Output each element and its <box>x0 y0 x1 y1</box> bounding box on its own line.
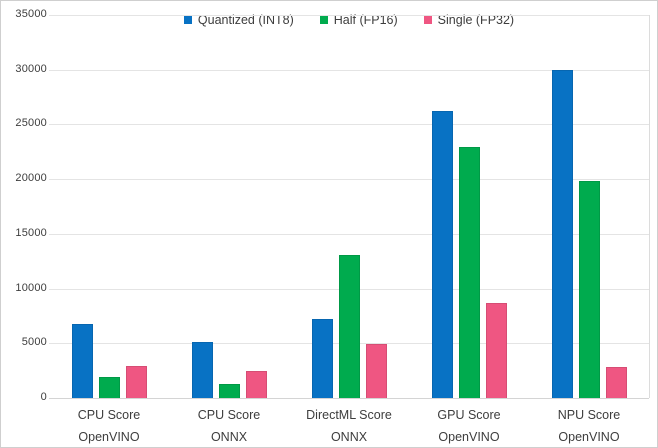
gridline <box>49 124 649 126</box>
bar <box>485 302 507 398</box>
bar <box>125 366 147 398</box>
legend-item: Single (FP32) <box>423 13 515 27</box>
bar <box>98 377 120 398</box>
y-tick-label: 5000 <box>21 336 47 349</box>
x-category-label: DirectML Score ONNX <box>306 408 392 444</box>
y-tick-label: 35000 <box>15 8 47 20</box>
bar <box>605 367 627 398</box>
legend-swatch-icon <box>423 16 432 24</box>
bar <box>365 344 387 398</box>
y-tick-label: 30000 <box>15 62 47 75</box>
bar <box>578 181 600 398</box>
plot-area <box>49 15 650 399</box>
bar <box>245 370 267 398</box>
legend-swatch-icon <box>183 16 192 24</box>
y-tick-label: 0 <box>40 391 47 403</box>
x-category-label: CPU Score OpenVINO <box>77 408 141 444</box>
y-tick-label: 20000 <box>15 172 47 185</box>
y-tick-label: 15000 <box>15 226 47 239</box>
bar <box>431 111 453 398</box>
legend-item: Half (FP16) <box>319 13 398 27</box>
chart-legend: Quantized (INT8) Half (FP16) Single (FP32) <box>49 11 649 29</box>
gridline <box>49 69 649 71</box>
legend-item: Quantized (INT8) <box>183 13 294 27</box>
gridline <box>49 233 649 235</box>
bar <box>311 319 333 398</box>
legend-label: Quantized (INT8) <box>197 13 294 27</box>
x-category-label: NPU Score OpenVINO <box>557 408 621 444</box>
bar <box>71 323 93 398</box>
x-category-label: CPU Score ONNX <box>197 408 261 444</box>
legend-label: Half (FP16) <box>333 13 398 27</box>
bar <box>551 69 573 398</box>
bar <box>458 147 480 398</box>
gridline <box>49 179 649 181</box>
gridline <box>49 15 649 16</box>
legend-label: Single (FP32) <box>437 13 515 27</box>
legend-swatch-icon <box>319 16 328 24</box>
x-category-label: GPU Score OpenVINO <box>437 408 501 444</box>
bar <box>218 383 240 398</box>
y-tick-label: 25000 <box>15 117 47 130</box>
bar <box>338 254 360 398</box>
bar <box>191 342 213 398</box>
x-axis-line <box>49 398 649 399</box>
y-tick-label: 10000 <box>15 281 47 294</box>
